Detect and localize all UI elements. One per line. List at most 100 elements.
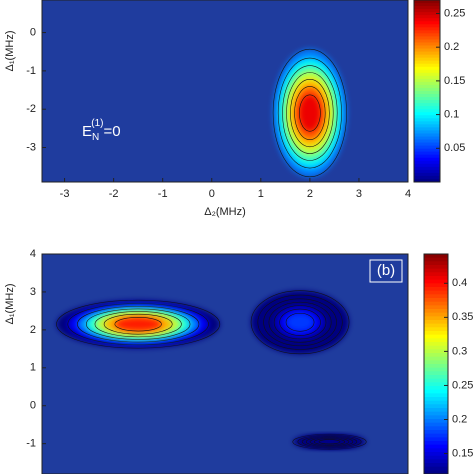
panel-label-box	[369, 259, 403, 283]
contour-line	[77, 306, 200, 343]
colorbar-band	[414, 84, 440, 89]
colorbar-band	[414, 0, 440, 4]
colorbar-tick-label: 0.4	[452, 277, 467, 289]
contour-line	[292, 433, 367, 450]
heatmap-area	[272, 48, 347, 178]
colorbar-band	[424, 323, 448, 328]
colorbar-tick-label: 0.15	[452, 447, 473, 459]
annotation-part: (1)	[91, 118, 103, 129]
x-tick-label: -1	[158, 188, 168, 200]
colorbar-band	[424, 268, 448, 273]
colorbar-band	[424, 353, 448, 358]
colorbar-band	[424, 254, 448, 259]
colorbar-band	[414, 121, 440, 125]
plot-frame	[41, 253, 409, 474]
colorbar-band	[414, 97, 440, 101]
colorbar-band	[414, 100, 440, 104]
colorbar-band	[424, 327, 448, 332]
colorbar-band	[424, 419, 448, 424]
y-tick-label: 1	[30, 362, 36, 374]
y-tick-label: 0	[30, 26, 36, 38]
y-tick-label: -3	[26, 141, 36, 153]
colorbar-band	[414, 106, 440, 110]
colorbar-band	[414, 36, 440, 40]
contour-line	[294, 86, 326, 140]
colorbar-band	[414, 163, 440, 168]
colorbar-band	[414, 75, 440, 80]
colorbar-band	[414, 45, 440, 50]
colorbar-band	[414, 57, 440, 62]
colorbar-band	[424, 349, 448, 354]
colorbar-band	[414, 15, 440, 19]
heatmap-area	[56, 290, 367, 450]
colorbar-band	[424, 279, 448, 284]
colorbar-band	[414, 78, 440, 83]
colorbar-band	[424, 452, 448, 457]
colorbar-band	[424, 342, 448, 347]
contour-line	[285, 312, 315, 332]
contour-line	[114, 317, 162, 332]
colorbar-band	[414, 178, 440, 183]
colorbar-band	[424, 294, 448, 299]
colorbar-band	[424, 444, 448, 449]
x-tick-label: 3	[356, 188, 362, 200]
contour-line	[272, 48, 347, 178]
colorbar-band	[414, 115, 440, 119]
colorbar-band	[424, 312, 448, 317]
colorbar-band	[414, 39, 440, 43]
colorbar-band	[414, 42, 440, 46]
colorbar-frame	[423, 253, 449, 474]
colorbar-band	[414, 136, 440, 141]
colorbar-band	[414, 21, 440, 25]
colorbar-band	[414, 54, 440, 59]
colorbar-band	[414, 3, 440, 7]
colorbar-band	[414, 9, 440, 13]
colorbar-band	[424, 261, 448, 266]
colorbar-band	[414, 130, 440, 134]
colorbar-band	[414, 33, 440, 37]
colorbar-band	[424, 276, 448, 281]
colorbar-band	[424, 430, 448, 435]
colorbar-band	[424, 393, 448, 398]
contour-line	[282, 65, 338, 161]
contour-line	[301, 435, 358, 448]
colorbar-band	[414, 6, 440, 10]
colorbar-band	[414, 30, 440, 34]
colorbar-band	[424, 463, 448, 468]
y-tick-label: 2	[30, 324, 36, 336]
colorbar-band	[424, 305, 448, 310]
colorbar-band	[424, 371, 448, 376]
x-tick-label: 2	[307, 188, 313, 200]
colorbar-band	[424, 470, 448, 474]
colorbar-band	[414, 60, 440, 65]
y-axis-label: Δ₁(MHz)	[4, 284, 16, 325]
colorbar-band	[424, 455, 448, 460]
contour-line	[305, 436, 354, 447]
colorbar-band	[424, 316, 448, 321]
heat-level	[318, 439, 341, 444]
contour-line	[286, 72, 334, 154]
colorbar-band	[414, 66, 440, 71]
colorbar-band	[414, 18, 440, 22]
contour-line	[313, 438, 346, 446]
colorbar-band	[414, 151, 440, 156]
colorbar-band	[414, 81, 440, 86]
contour-line	[297, 434, 362, 449]
colorbar-band	[424, 360, 448, 365]
heat-level	[299, 94, 321, 132]
colorbar-band	[414, 94, 440, 98]
annotation: EN (1)=0	[82, 118, 121, 143]
colorbar-band	[424, 320, 448, 325]
colorbar-band	[424, 448, 448, 453]
colorbar-band	[424, 338, 448, 343]
colorbar-band	[424, 375, 448, 380]
colorbar-band	[424, 298, 448, 303]
contour-line	[56, 299, 221, 349]
x-tick-label: 0	[209, 188, 215, 200]
colorbar-band	[424, 386, 448, 391]
colorbar-tick-label: 0.2	[452, 413, 467, 425]
colorbar-band	[424, 272, 448, 277]
contour-line	[309, 437, 350, 447]
colorbar-band	[414, 72, 440, 77]
